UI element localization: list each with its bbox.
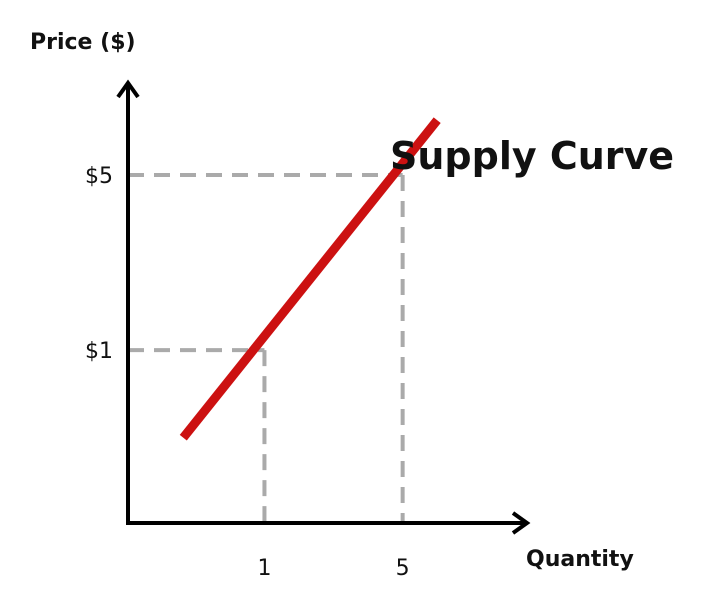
supply-line — [179, 117, 441, 441]
x-axis-title: Quantity — [526, 547, 634, 572]
chart-title: Supply Curve — [390, 134, 674, 178]
x-tick-label: 1 — [257, 556, 271, 581]
y-tick-labels: $1 $5 — [85, 164, 113, 364]
x-tick-label: 5 — [396, 556, 410, 581]
y-axis-arrowhead — [116, 79, 140, 99]
y-tick-label: $1 — [85, 339, 113, 364]
series-layer — [179, 117, 441, 441]
y-axis-title: Price ($) — [30, 30, 136, 55]
x-axis-arrowhead — [511, 511, 531, 535]
y-tick-label: $5 — [85, 164, 113, 189]
guide-lines — [128, 172, 405, 523]
